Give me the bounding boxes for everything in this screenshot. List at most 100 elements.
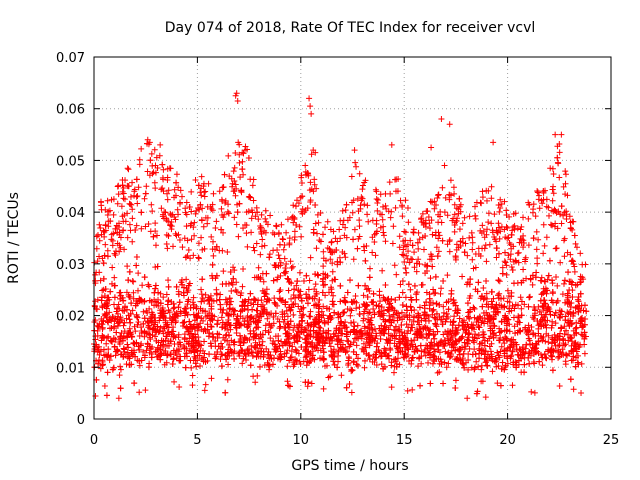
- data-point: [502, 249, 509, 256]
- data-point: [307, 103, 314, 110]
- data-point: [299, 193, 306, 200]
- data-point: [569, 257, 576, 264]
- data-point: [97, 277, 104, 284]
- data-point: [540, 304, 547, 311]
- data-point: [438, 219, 445, 226]
- data-point: [267, 335, 274, 342]
- data-point: [208, 343, 215, 350]
- data-point: [311, 181, 318, 188]
- data-point: [453, 338, 460, 345]
- data-point: [343, 201, 350, 208]
- data-point: [432, 273, 439, 280]
- data-point: [402, 229, 409, 236]
- data-point: [213, 218, 220, 225]
- data-point: [156, 317, 163, 324]
- data-point: [288, 295, 295, 302]
- data-point: [168, 351, 175, 358]
- data-point: [236, 159, 243, 166]
- data-point: [379, 312, 386, 319]
- data-point: [344, 289, 351, 296]
- data-point: [347, 340, 354, 347]
- data-point: [129, 215, 136, 222]
- data-point: [573, 244, 580, 251]
- data-point: [456, 195, 463, 202]
- data-point: [135, 343, 142, 350]
- data-point: [432, 201, 439, 208]
- data-point: [233, 279, 240, 286]
- data-point: [473, 390, 480, 397]
- data-point: [150, 233, 157, 240]
- data-point: [226, 295, 233, 302]
- data-point: [470, 304, 477, 311]
- data-point: [413, 268, 420, 275]
- data-point: [360, 317, 367, 324]
- data-point: [193, 363, 200, 370]
- data-point: [404, 387, 411, 394]
- data-point: [518, 223, 525, 230]
- data-point: [393, 363, 400, 370]
- data-point: [146, 305, 153, 312]
- data-point: [583, 308, 590, 315]
- data-point: [481, 294, 488, 301]
- data-point: [481, 331, 488, 338]
- data-point: [276, 318, 283, 325]
- data-point: [281, 353, 288, 360]
- data-point: [189, 372, 196, 379]
- data-point: [147, 228, 154, 235]
- data-point: [548, 340, 555, 347]
- data-point: [285, 304, 292, 311]
- data-point: [209, 261, 216, 268]
- data-point: [372, 252, 379, 259]
- data-point: [108, 325, 115, 332]
- data-point: [479, 245, 486, 252]
- data-point: [559, 291, 566, 298]
- data-point: [554, 282, 561, 289]
- data-point: [102, 241, 109, 248]
- data-point: [490, 139, 497, 146]
- data-point: [163, 241, 170, 248]
- data-point: [171, 378, 178, 385]
- data-point: [298, 318, 305, 325]
- data-point: [520, 214, 527, 221]
- data-point: [540, 221, 547, 228]
- data-point: [466, 295, 473, 302]
- data-point: [558, 203, 565, 210]
- data-point: [132, 226, 139, 233]
- data-point: [97, 365, 104, 372]
- data-point: [208, 323, 215, 330]
- data-point: [311, 176, 318, 183]
- data-point: [347, 277, 354, 284]
- data-point: [223, 280, 230, 287]
- data-point: [512, 210, 519, 217]
- data-point: [320, 356, 327, 363]
- data-point: [578, 331, 585, 338]
- data-point: [426, 225, 433, 232]
- data-point: [499, 270, 506, 277]
- data-point: [158, 205, 165, 212]
- data-point: [467, 276, 474, 283]
- data-point: [307, 351, 314, 358]
- data-point: [121, 346, 128, 353]
- data-point: [569, 287, 576, 294]
- data-point: [125, 166, 132, 173]
- data-point: [123, 315, 130, 322]
- data-point: [407, 286, 414, 293]
- data-point: [359, 182, 366, 189]
- data-point: [452, 302, 459, 309]
- data-point: [434, 343, 441, 350]
- data-point: [387, 322, 394, 329]
- data-point: [249, 182, 256, 189]
- data-point: [194, 348, 201, 355]
- data-point: [216, 296, 223, 303]
- data-point: [451, 190, 458, 197]
- data-point: [366, 265, 373, 272]
- data-point: [92, 298, 99, 305]
- data-point: [365, 218, 372, 225]
- data-point: [541, 242, 548, 249]
- data-point: [141, 274, 148, 281]
- data-point: [402, 294, 409, 301]
- y-tick-label: 0.03: [56, 258, 85, 273]
- data-point: [429, 307, 436, 314]
- data-point: [381, 232, 388, 239]
- data-point: [439, 184, 446, 191]
